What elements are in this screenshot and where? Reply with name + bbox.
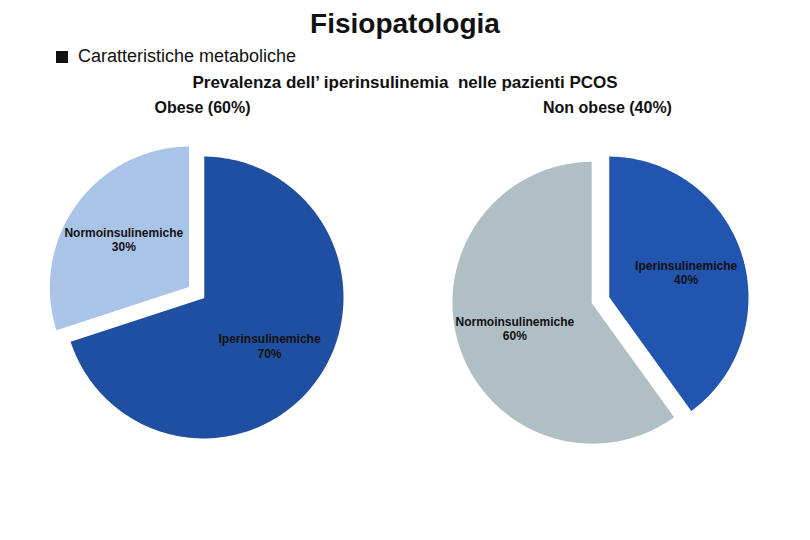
html-text:Fisiopatologia: Fisiopatologia <box>310 8 500 39</box>
html-text:Non obese (40%): Non obese (40%) <box>543 99 672 116</box>
svg-text:Normoinsulinemiche60%: Normoinsulinemiche60% <box>455 315 574 343</box>
svg-text:Iperinsulinemiche70%: Iperinsulinemiche70% <box>218 332 320 360</box>
html-text:Caratteristiche metaboliche: Caratteristiche metaboliche <box>78 46 297 66</box>
svg-text:Iperinsulinemiche40%: Iperinsulinemiche40% <box>635 259 737 287</box>
html-text:Obese (60%): Obese (60%) <box>154 99 251 116</box>
html-text:Prevalenza dell’ iperinsulinem: Prevalenza dell’ iperinsulinemia nelle p… <box>192 73 618 92</box>
svg-text:Normoinsulinemiche30%: Normoinsulinemiche30% <box>64 226 183 254</box>
